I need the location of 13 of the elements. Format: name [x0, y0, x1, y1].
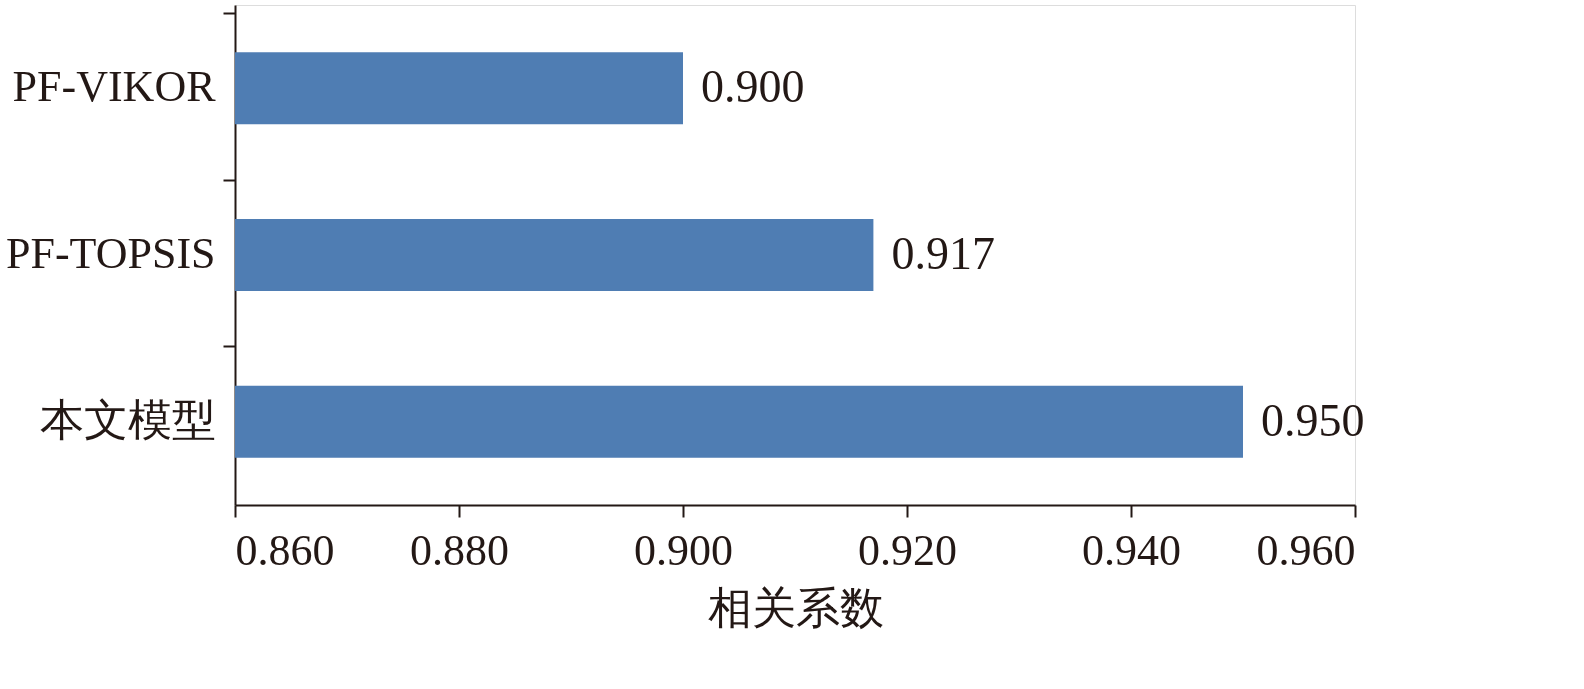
x-tick-label: 0.940 [1082, 525, 1181, 575]
x-tick-label: 0.880 [410, 525, 509, 575]
y-tick-label: 本文模型 [39, 395, 216, 445]
x-tick-label: 0.920 [858, 525, 957, 575]
data-label: 0.917 [891, 228, 995, 279]
x-tick-label: 0.900 [634, 525, 733, 575]
x-tick-label: 0.960 [1256, 525, 1356, 575]
data-label: 0.950 [1261, 394, 1365, 446]
y-tick-label: PF-TOPSIS [5, 229, 216, 278]
y-tick-label: PF-VIKOR [12, 62, 217, 112]
data-label: 0.900 [701, 61, 805, 113]
x-tick-label: 0.860 [235, 525, 335, 575]
x-axis-title: 相关系数 [707, 581, 884, 633]
